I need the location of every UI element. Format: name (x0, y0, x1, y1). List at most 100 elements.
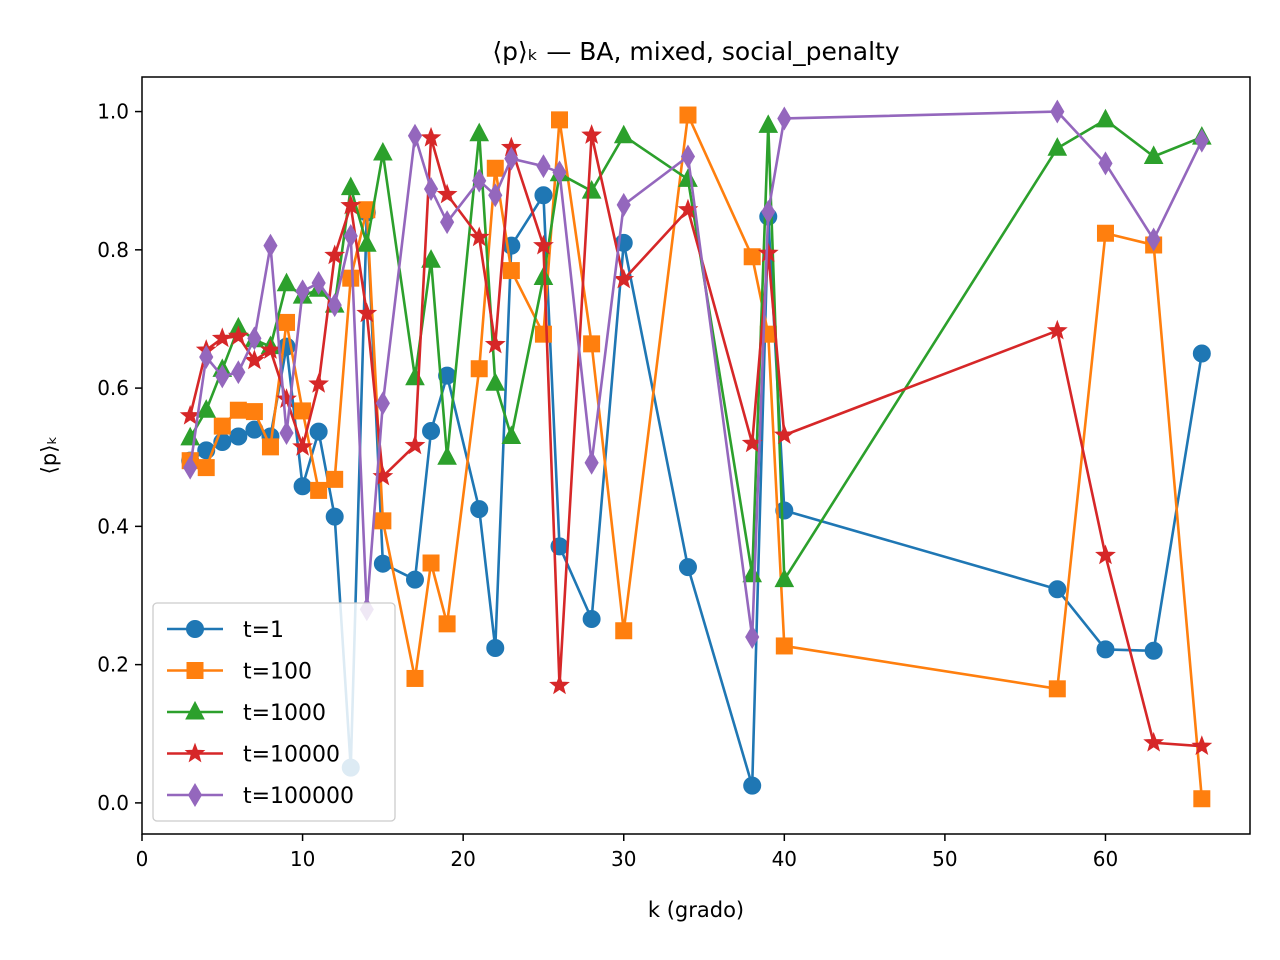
data-point (407, 123, 423, 148)
legend-swatch-marker (186, 620, 204, 638)
data-point (325, 507, 344, 526)
data-point (324, 244, 346, 265)
data-point (375, 391, 390, 416)
data-point (1192, 344, 1211, 363)
x-tick-label: 50 (932, 847, 957, 871)
data-point (279, 421, 294, 446)
x-tick-label: 40 (772, 847, 797, 871)
data-point (777, 106, 792, 131)
data-point (775, 501, 794, 520)
data-point (263, 233, 278, 258)
data-point (340, 176, 361, 196)
legend: t=1 t=100 t=1000 t=10000 t=100000 (152, 602, 396, 822)
data-point (536, 154, 551, 179)
data-point (406, 669, 424, 687)
data-point (340, 194, 362, 215)
legend-swatch-marker (185, 700, 205, 720)
data-point (678, 558, 697, 577)
data-point (196, 399, 217, 418)
data-point (1193, 790, 1211, 808)
series-t=100 (181, 106, 1211, 808)
data-point (310, 481, 328, 499)
data-point (552, 160, 567, 185)
data-point (680, 144, 696, 169)
data-point (774, 568, 795, 588)
data-point (533, 234, 554, 255)
data-point (261, 438, 279, 456)
data-point (440, 210, 455, 235)
data-point (356, 302, 378, 323)
data-point (405, 570, 424, 589)
x-tick-label: 0 (136, 847, 149, 871)
data-point (260, 339, 281, 359)
y-tick-label: 0.0 (97, 791, 129, 815)
data-point (757, 242, 779, 263)
data-point (773, 424, 795, 444)
data-point (421, 249, 441, 268)
legend-label: t=1000 (243, 701, 326, 726)
legend-swatch-marker (187, 783, 203, 807)
data-point (438, 615, 456, 633)
data-point (761, 199, 776, 224)
x-axis-label: k (grado) (648, 898, 744, 922)
y-tick-label: 0.8 (97, 238, 129, 262)
data-point (613, 268, 635, 289)
data-point (470, 360, 488, 378)
data-point (358, 201, 376, 219)
data-point (294, 402, 312, 420)
data-point (244, 349, 265, 370)
data-point (373, 141, 393, 161)
data-point (276, 388, 297, 408)
data-point (504, 146, 519, 171)
data-point (423, 177, 439, 201)
data-point (326, 470, 344, 488)
data-point (422, 554, 440, 572)
data-point (584, 450, 599, 475)
x-tick-label: 20 (450, 847, 475, 871)
data-point (1096, 640, 1115, 659)
data-point (613, 124, 634, 144)
data-point (422, 421, 441, 440)
data-point (1046, 319, 1068, 340)
legend-entry: t=1 (167, 618, 284, 643)
data-point (1144, 641, 1163, 660)
data-point (1098, 151, 1113, 176)
data-point (343, 224, 358, 248)
axes-frame (141, 76, 1251, 835)
plot-area (179, 99, 1213, 808)
data-point (758, 114, 779, 133)
y-tick-label: 0.6 (97, 376, 129, 400)
x-tick-label: 60 (1093, 847, 1118, 871)
data-point (211, 327, 233, 348)
data-point (229, 401, 247, 419)
data-point (534, 186, 553, 205)
legend-entry: t=1000 (167, 700, 326, 726)
data-point (327, 293, 342, 318)
data-point (743, 776, 762, 795)
data-point (436, 183, 458, 204)
legend-label: t=10000 (243, 743, 340, 768)
data-point (488, 183, 503, 208)
legend-swatch-marker (186, 662, 204, 679)
data-point (582, 609, 601, 628)
data-point (247, 326, 262, 351)
data-point (295, 279, 310, 304)
data-point (227, 325, 249, 346)
data-point (342, 269, 360, 287)
data-point (775, 637, 793, 655)
data-point (1048, 680, 1066, 698)
data-point (502, 262, 520, 280)
data-point (1047, 137, 1068, 156)
y-tick-label: 0.2 (97, 653, 129, 677)
data-point (468, 226, 490, 247)
legend-entry: t=100 (167, 660, 312, 685)
data-point (278, 313, 296, 331)
legend-box (152, 602, 396, 822)
data-point (549, 674, 570, 695)
data-point (213, 417, 231, 435)
data-point (581, 124, 603, 144)
data-point (470, 500, 489, 519)
data-point (183, 455, 198, 480)
legend-entry: t=100000 (167, 783, 354, 809)
data-point (1143, 731, 1165, 752)
